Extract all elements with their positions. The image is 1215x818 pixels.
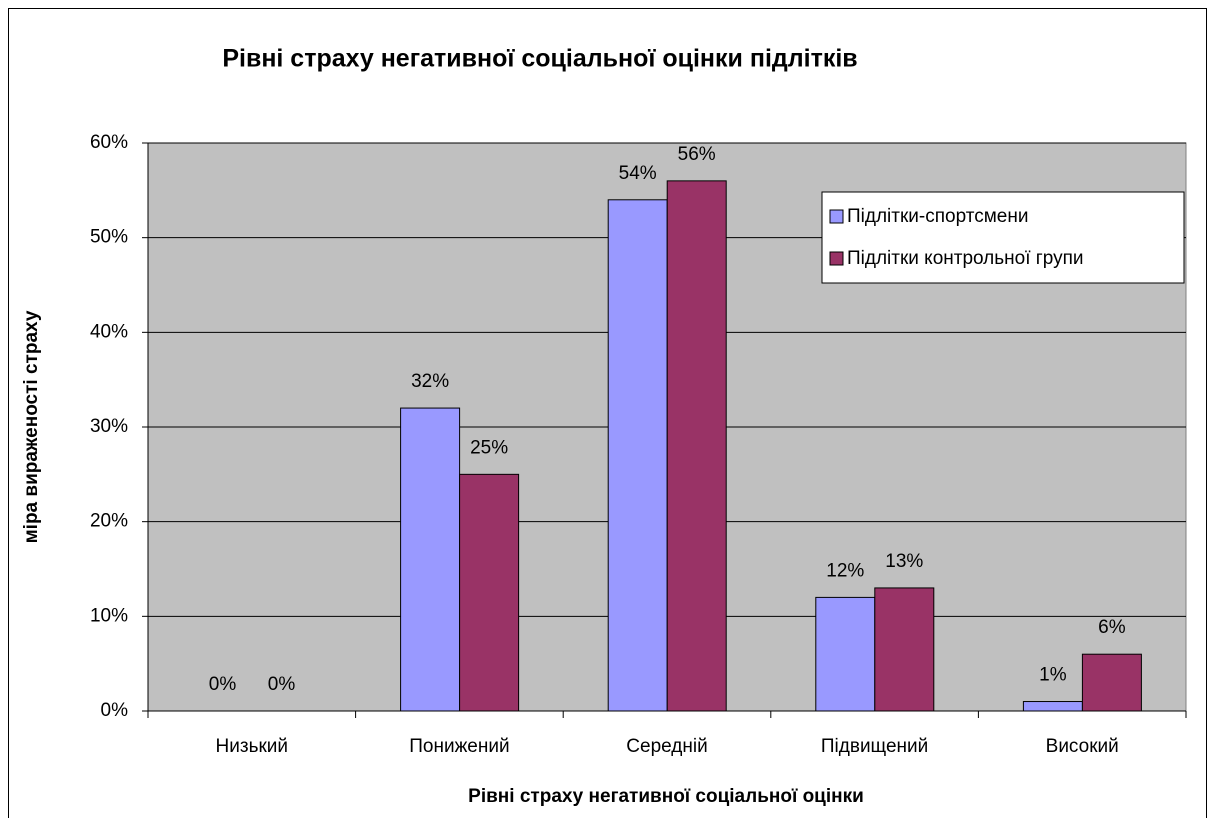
x-tick-label: Середній (626, 736, 707, 757)
y-tick-label: 40% (90, 321, 128, 342)
bar (400, 407, 461, 712)
data-label: 0% (268, 674, 296, 695)
data-label: 1% (1039, 665, 1067, 686)
legend-label: Підлітки контрольної групи (847, 248, 1083, 269)
bar (1081, 653, 1142, 712)
legend-swatch (829, 251, 844, 266)
y-tick-label: 10% (90, 605, 128, 626)
data-label: 0% (209, 674, 237, 695)
bar (459, 473, 520, 712)
data-label: 12% (826, 560, 864, 581)
x-axis-label: Рівні страху негативної соціальної оцінк… (468, 786, 864, 807)
bar (1022, 701, 1083, 712)
data-label: 25% (470, 437, 508, 458)
chart-title: Рівні страху негативної соціальної оцінк… (222, 45, 857, 73)
legend-box (821, 191, 1185, 284)
y-axis-label: міра вираженості страху (21, 310, 42, 543)
bar (607, 199, 668, 712)
x-tick-label: Низький (216, 736, 288, 757)
data-label: 32% (411, 371, 449, 392)
legend-swatch (829, 209, 844, 224)
bar (666, 180, 727, 712)
bar (874, 587, 935, 712)
y-tick-label: 30% (90, 416, 128, 437)
data-label: 54% (619, 163, 657, 184)
x-tick-label: Підвищений (821, 736, 928, 757)
bar (815, 596, 876, 712)
y-tick-label: 50% (90, 227, 128, 248)
x-tick-label: Високий (1046, 736, 1119, 757)
x-tick-label: Понижений (409, 736, 509, 757)
y-tick-label: 0% (101, 700, 129, 721)
data-label: 56% (678, 144, 716, 165)
data-label: 13% (885, 551, 923, 572)
legend-label: Підлітки-спортсмени (847, 206, 1028, 227)
data-label: 6% (1098, 617, 1126, 638)
y-tick-label: 20% (90, 511, 128, 532)
y-tick-label: 60% (90, 132, 128, 153)
